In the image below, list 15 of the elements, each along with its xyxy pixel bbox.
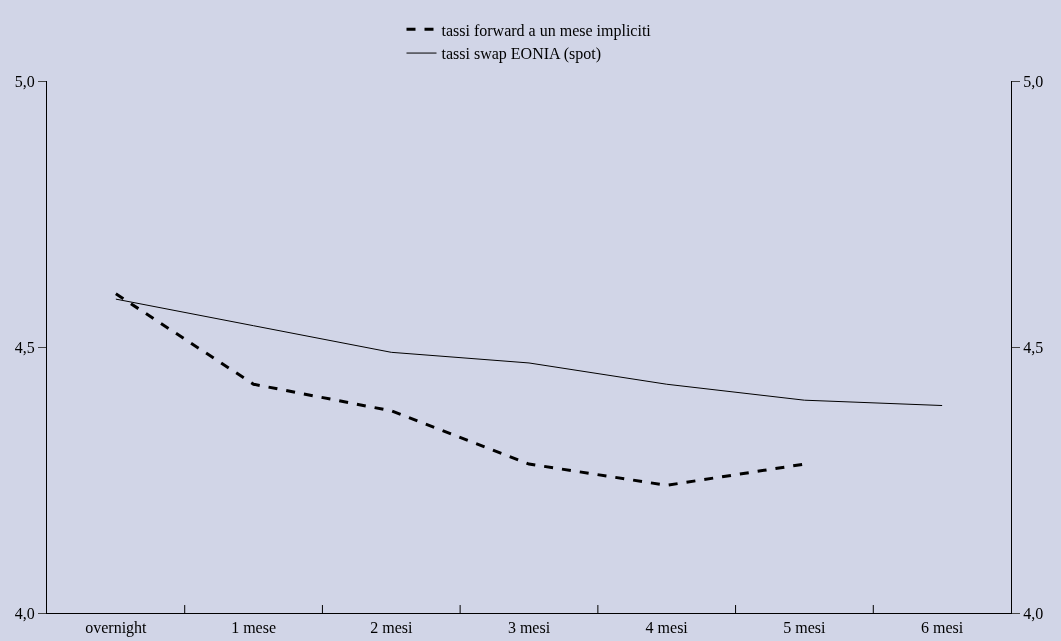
x-tick-label: overnight [85, 619, 148, 638]
y-tick-label: 5,0 [14, 72, 35, 90]
x-tick-label: 3 mesi [507, 619, 551, 637]
y-tick-label: 4,5 [14, 338, 35, 356]
legend-label: tassi swap EONIA (spot) [441, 45, 602, 64]
y2-tick-label: 5,0 [1023, 72, 1044, 90]
x-tick-label: 6 mesi [921, 619, 964, 637]
y2-tick-label: 4,5 [1023, 338, 1044, 356]
x-tick-label: 4 mesi [645, 619, 689, 637]
y-tick-label: 4,0 [14, 604, 35, 622]
legend-label: tassi forward a un mese impliciti [441, 21, 652, 40]
x-tick-label: 5 mesi [783, 619, 827, 637]
x-tick-label: 1 mese [231, 619, 277, 637]
x-tick-label: 2 mesi [370, 619, 413, 637]
y2-tick-label: 4,0 [1023, 604, 1044, 622]
